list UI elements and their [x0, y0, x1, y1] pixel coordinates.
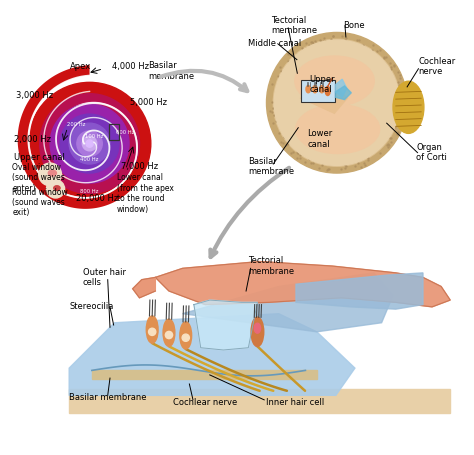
- Polygon shape: [69, 313, 355, 395]
- Ellipse shape: [306, 86, 310, 93]
- Polygon shape: [155, 262, 450, 307]
- Ellipse shape: [54, 186, 60, 190]
- Polygon shape: [336, 86, 351, 100]
- Polygon shape: [92, 370, 317, 379]
- Circle shape: [28, 82, 151, 205]
- Circle shape: [39, 163, 62, 186]
- Text: 100 Hz: 100 Hz: [85, 135, 103, 140]
- Polygon shape: [133, 278, 155, 298]
- Text: Lower
canal: Lower canal: [307, 129, 333, 149]
- Circle shape: [69, 123, 110, 164]
- Text: Cochlear
nerve: Cochlear nerve: [419, 57, 456, 76]
- Circle shape: [86, 140, 93, 147]
- Ellipse shape: [180, 322, 191, 349]
- Text: 800 Hz: 800 Hz: [81, 189, 99, 194]
- Polygon shape: [18, 65, 148, 209]
- Circle shape: [274, 40, 400, 165]
- Polygon shape: [182, 273, 393, 332]
- Text: Oval window
(sound waves
enter): Oval window (sound waves enter): [12, 163, 65, 192]
- Circle shape: [165, 331, 173, 339]
- Polygon shape: [300, 81, 348, 114]
- Ellipse shape: [48, 170, 56, 176]
- Circle shape: [148, 328, 156, 335]
- Circle shape: [266, 32, 407, 173]
- Text: 7,000 Hz: 7,000 Hz: [121, 162, 158, 171]
- Circle shape: [46, 180, 64, 198]
- Circle shape: [182, 334, 190, 341]
- Polygon shape: [38, 86, 90, 182]
- Polygon shape: [64, 136, 99, 162]
- Bar: [301, 80, 336, 102]
- Text: Apex: Apex: [70, 62, 91, 71]
- Text: Tectorial
membrane: Tectorial membrane: [271, 16, 317, 35]
- Polygon shape: [336, 79, 347, 97]
- Text: 4,000 Hz: 4,000 Hz: [112, 62, 149, 71]
- Ellipse shape: [296, 105, 380, 153]
- Text: Middle canal: Middle canal: [248, 39, 301, 48]
- Circle shape: [40, 94, 139, 193]
- Polygon shape: [64, 111, 125, 144]
- Text: 400 Hz: 400 Hz: [81, 157, 99, 162]
- Bar: [109, 124, 118, 140]
- Ellipse shape: [393, 81, 424, 133]
- Text: Basilar membrane: Basilar membrane: [69, 393, 146, 402]
- Text: Stereocilia: Stereocilia: [69, 303, 114, 311]
- Text: 3,000 Hz: 3,000 Hz: [16, 91, 53, 101]
- Circle shape: [77, 131, 102, 156]
- Polygon shape: [62, 132, 128, 189]
- Text: Tectorial
membrane: Tectorial membrane: [248, 256, 294, 276]
- Circle shape: [273, 39, 401, 166]
- Text: Outer hair
cells: Outer hair cells: [83, 268, 126, 287]
- Ellipse shape: [319, 86, 324, 93]
- Circle shape: [50, 104, 129, 183]
- Text: Upper
canal: Upper canal: [310, 75, 335, 94]
- Polygon shape: [194, 300, 257, 350]
- Polygon shape: [296, 273, 423, 309]
- Text: Lower canal
(from the apex
to the round
window): Lower canal (from the apex to the round …: [117, 173, 173, 213]
- Ellipse shape: [325, 86, 330, 96]
- Text: Cochlear nerve: Cochlear nerve: [173, 398, 238, 407]
- Ellipse shape: [295, 56, 374, 106]
- Polygon shape: [90, 137, 102, 157]
- Text: 2,000 Hz: 2,000 Hz: [14, 135, 51, 143]
- Text: 20,000 Hz: 20,000 Hz: [76, 193, 118, 202]
- Text: Round window
(sound waves
exit): Round window (sound waves exit): [12, 187, 68, 217]
- Text: Basilar
membrane: Basilar membrane: [148, 61, 195, 81]
- Circle shape: [60, 114, 119, 173]
- Polygon shape: [69, 389, 450, 414]
- Ellipse shape: [251, 317, 264, 347]
- Ellipse shape: [163, 319, 175, 346]
- Text: Basilar
membrane: Basilar membrane: [248, 157, 294, 176]
- Circle shape: [82, 136, 97, 151]
- Text: 5,000 Hz: 5,000 Hz: [130, 98, 167, 107]
- Text: 200 Hz: 200 Hz: [66, 122, 85, 127]
- Ellipse shape: [146, 316, 158, 343]
- Ellipse shape: [313, 86, 317, 93]
- Ellipse shape: [254, 323, 261, 333]
- Text: 600 Hz: 600 Hz: [116, 130, 134, 135]
- Text: Organ
of Corti: Organ of Corti: [416, 143, 447, 162]
- Text: Upper canal: Upper canal: [14, 153, 64, 162]
- Text: Inner hair cell: Inner hair cell: [266, 398, 325, 407]
- Text: Bone: Bone: [344, 21, 365, 30]
